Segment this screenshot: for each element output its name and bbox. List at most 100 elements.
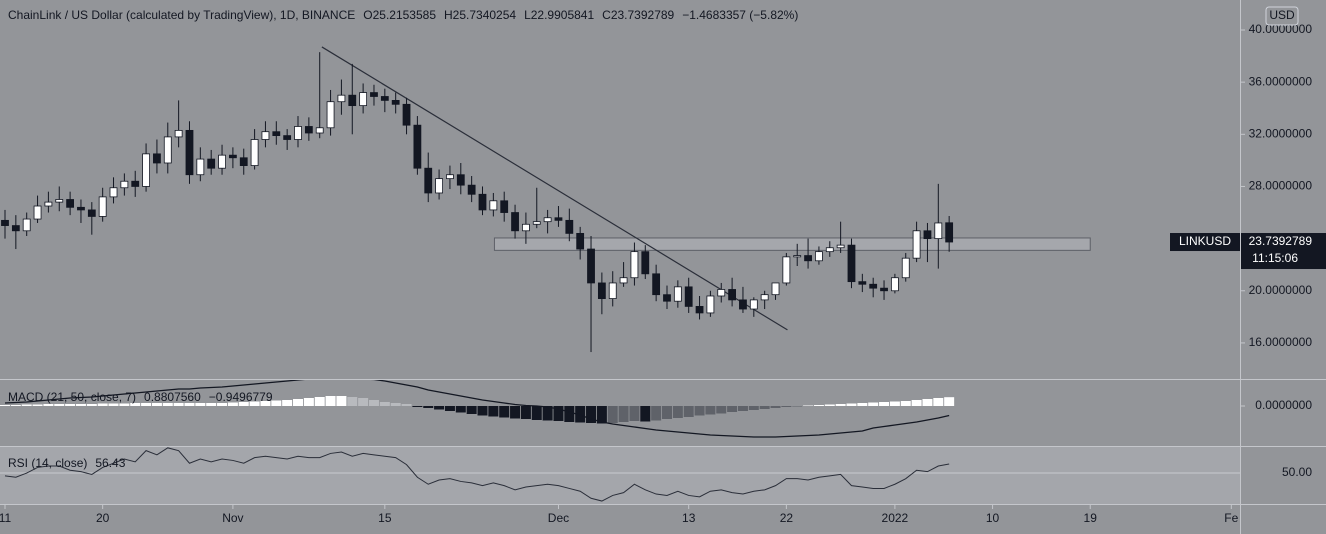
macd-hist-bar [542, 406, 553, 421]
macd-hist-bar [683, 406, 694, 417]
resistance-zone [493, 237, 1091, 251]
candle-body [11, 225, 20, 232]
macd-hist-bar [651, 406, 662, 421]
candle-body [142, 153, 150, 187]
macd-hist-bar [86, 404, 97, 406]
candle-body [326, 101, 335, 129]
x-tick-label: Dec [548, 511, 569, 525]
macd-tick-label: 0.0000000 [1255, 398, 1312, 412]
candle-body [380, 96, 389, 101]
macd-hist-bar [358, 398, 369, 406]
candle-body [912, 230, 921, 259]
candle-body [239, 157, 248, 166]
macd-title: MACD (21, 50, close, 7) [8, 390, 136, 404]
x-tick-label: 20 [96, 511, 110, 525]
candle-body [370, 92, 378, 97]
last-price: 23.7392789 [1249, 234, 1313, 248]
candle-body [66, 199, 75, 208]
macd-hist-bar [889, 401, 900, 406]
ohlc-value: C23.7392789 [602, 8, 674, 22]
macd-hist-bar [21, 404, 32, 406]
candle-body [847, 244, 856, 283]
macd-hist-bar [455, 406, 466, 413]
macd-hist-bar [477, 406, 488, 416]
chart-title: ChainLink / US Dollar (calculated by Tra… [8, 8, 355, 22]
candle-body [760, 294, 769, 301]
macd-hist-bar [813, 405, 824, 406]
x-tick-label: 11 [0, 511, 12, 525]
macd-hist-bar [130, 403, 141, 406]
rsi-tick-label: 50.00 [1282, 465, 1312, 479]
candle-body [815, 251, 823, 262]
macd-hist-bar [54, 404, 65, 406]
candle-body [413, 124, 422, 169]
candle-body [402, 103, 411, 126]
rsi-value: 56.43 [95, 456, 125, 470]
macd-hist-bar [727, 406, 738, 412]
candle-body [489, 200, 498, 211]
candle-body [33, 205, 42, 220]
macd-hist-bar [336, 396, 347, 406]
macd-hist-bar [770, 406, 781, 408]
macd-hist-bar [716, 406, 727, 414]
candle-body [207, 158, 216, 169]
macd-hist-bar [434, 406, 445, 410]
candle-body [98, 196, 107, 217]
candle-body [608, 282, 617, 299]
macd-hist-bar [347, 397, 358, 406]
rsi-line [4, 447, 950, 502]
candle-body [304, 126, 313, 134]
candle-body [543, 217, 552, 223]
trend-line [321, 46, 788, 331]
candle-body [478, 193, 487, 211]
macd-hist-bar [303, 398, 314, 406]
macd-hist-bar [564, 406, 575, 422]
macd-hist-bar [629, 406, 640, 421]
candle-body [641, 251, 650, 275]
candle-body [294, 126, 302, 140]
candle-body [532, 221, 541, 225]
candle-body [424, 167, 433, 194]
macd-hist-bar [531, 406, 542, 420]
macd-hist-bar [499, 406, 510, 418]
macd-hist-bar [444, 406, 455, 411]
macd-hist-bar [879, 402, 890, 406]
candle-body [153, 153, 161, 164]
candle-body [435, 178, 443, 194]
macd-hist-bar [911, 400, 922, 406]
macd-hist-bar [0, 405, 10, 406]
candle-body [272, 131, 281, 137]
candle-body [804, 255, 812, 262]
macd-hist-bar [575, 406, 586, 423]
candle-body [663, 294, 671, 302]
candle-body [196, 158, 205, 176]
macd-hist-bar [293, 399, 304, 406]
candle-body [869, 283, 878, 289]
candle-body [500, 200, 509, 213]
macd-hist-bar [249, 401, 260, 406]
macd-hist-bar [824, 404, 835, 406]
macd-hist-bar [900, 401, 911, 406]
candle-body [934, 222, 943, 240]
macd-hist-bar [65, 404, 76, 406]
candle-body [782, 256, 791, 284]
candle-body [511, 212, 519, 232]
price-pane [1, 46, 1091, 353]
ohlc-value: L22.9905841 [524, 8, 594, 22]
y-tick-label: 40.0000000 [1249, 22, 1313, 36]
macd-hist-bar [607, 406, 618, 423]
candle-body [890, 277, 899, 292]
currency-box [1265, 6, 1299, 26]
macd-hist-bar [748, 406, 759, 410]
candle-body [619, 277, 628, 284]
axes: 40.0000000 36.0000000 32.0000000 28.0000000… [0, 6, 1326, 525]
candle-body [836, 244, 845, 249]
candle-body [218, 154, 226, 169]
candle-body [673, 286, 682, 302]
macd-hist-bar [792, 406, 803, 407]
candle-body [771, 282, 780, 296]
candle-body [174, 129, 183, 138]
macd-hist-bar [466, 406, 477, 414]
